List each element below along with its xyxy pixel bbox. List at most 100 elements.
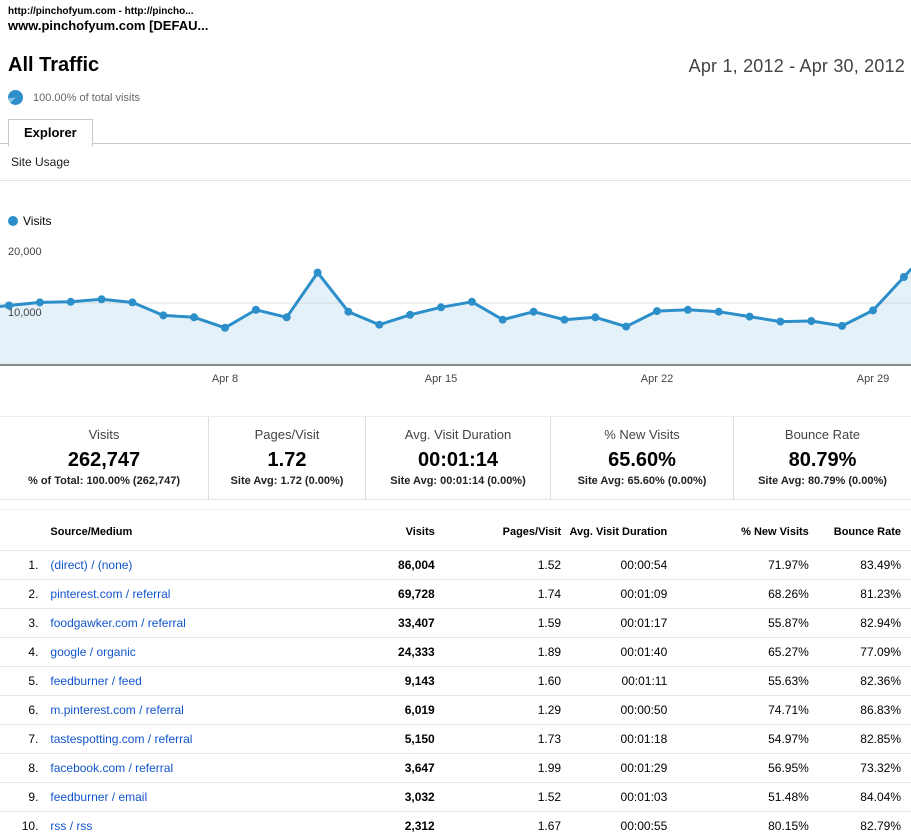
row-new-visits: 65.27% <box>667 638 809 667</box>
row-duration: 00:01:03 <box>561 783 667 812</box>
metric-value: 262,747 <box>4 449 204 472</box>
header-visits[interactable]: Visits <box>332 510 435 551</box>
page-title: All Traffic <box>8 54 99 77</box>
row-source: feedburner / email <box>38 783 331 812</box>
row-pages-visit: 1.73 <box>435 725 561 754</box>
tab-explorer[interactable]: Explorer <box>8 119 93 147</box>
metric-label: Avg. Visit Duration <box>370 427 546 442</box>
row-rank: 1. <box>0 551 38 580</box>
row-source: (direct) / (none) <box>38 551 331 580</box>
row-new-visits: 71.97% <box>667 551 809 580</box>
row-duration: 00:01:40 <box>561 638 667 667</box>
metric-value: 65.60% <box>555 449 729 472</box>
metric-subtext: Site Avg: 80.79% (0.00%) <box>738 475 907 487</box>
row-bounce-rate: 83.49% <box>809 551 911 580</box>
metric-label: Pages/Visit <box>213 427 361 442</box>
date-range-selector[interactable]: Apr 1, 2012 - Apr 30, 2012 <box>689 56 905 77</box>
metric-subtext: % of Total: 100.00% (262,747) <box>4 475 204 487</box>
svg-text:Apr 15: Apr 15 <box>425 373 457 385</box>
source-medium-link[interactable]: feedburner / feed <box>50 674 141 688</box>
source-medium-link[interactable]: feedburner / email <box>50 790 147 804</box>
row-visits: 3,647 <box>332 754 435 783</box>
chart-legend: Visits <box>0 214 911 228</box>
row-bounce-rate: 82.36% <box>809 667 911 696</box>
row-pages-visit: 1.60 <box>435 667 561 696</box>
row-duration: 00:00:54 <box>561 551 667 580</box>
metric-label: Bounce Rate <box>738 427 907 442</box>
source-medium-link[interactable]: m.pinterest.com / referral <box>50 703 183 717</box>
row-new-visits: 56.95% <box>667 754 809 783</box>
svg-text:Apr 8: Apr 8 <box>212 373 238 385</box>
row-source: pinterest.com / referral <box>38 580 331 609</box>
row-bounce-rate: 77.09% <box>809 638 911 667</box>
row-new-visits: 51.48% <box>667 783 809 812</box>
account-name-line: www.pinchofyum.com [DEFAU... <box>8 18 911 34</box>
metric-subtext: Site Avg: 00:01:14 (0.00%) <box>370 475 546 487</box>
row-visits: 24,333 <box>332 638 435 667</box>
visits-share-text: 100.00% of total visits <box>33 92 140 104</box>
row-duration: 00:01:17 <box>561 609 667 638</box>
row-duration: 00:01:11 <box>561 667 667 696</box>
row-rank: 9. <box>0 783 38 812</box>
source-medium-link[interactable]: foodgawker.com / referral <box>50 616 185 630</box>
pie-chart-icon <box>8 90 23 105</box>
subtab-bar: Site Usage <box>0 144 911 181</box>
subtab-site-usage[interactable]: Site Usage <box>11 155 70 169</box>
row-source: m.pinterest.com / referral <box>38 696 331 725</box>
metric-label: Visits <box>4 427 204 442</box>
svg-text:10,000: 10,000 <box>8 307 42 319</box>
row-new-visits: 74.71% <box>667 696 809 725</box>
source-medium-link[interactable]: google / organic <box>50 645 135 659</box>
source-medium-link[interactable]: pinterest.com / referral <box>50 587 170 601</box>
row-pages-visit: 1.52 <box>435 783 561 812</box>
metric-subtext: Site Avg: 65.60% (0.00%) <box>555 475 729 487</box>
header-source-medium[interactable]: Source/Medium <box>38 510 331 551</box>
metric-avg-visit-duration: Avg. Visit Duration 00:01:14 Site Avg: 00:… <box>365 417 550 499</box>
row-rank: 4. <box>0 638 38 667</box>
row-pages-visit: 1.67 <box>435 812 561 840</box>
header-rank <box>0 510 38 551</box>
metric-visits: Visits 262,747 % of Total: 100.00% (262,74… <box>0 417 208 499</box>
metric-value: 00:01:14 <box>370 449 546 472</box>
row-pages-visit: 1.74 <box>435 580 561 609</box>
row-duration: 00:01:09 <box>561 580 667 609</box>
svg-text:20,000: 20,000 <box>8 246 42 258</box>
row-source: rss / rss <box>38 812 331 840</box>
row-visits: 9,143 <box>332 667 435 696</box>
legend-label: Visits <box>23 214 51 228</box>
source-medium-link[interactable]: facebook.com / referral <box>50 761 173 775</box>
legend-dot-icon <box>8 216 18 226</box>
row-rank: 6. <box>0 696 38 725</box>
metric-label: % New Visits <box>555 427 729 442</box>
row-new-visits: 68.26% <box>667 580 809 609</box>
explorer-tab-bar: Explorer <box>0 118 911 144</box>
source-medium-link[interactable]: tastespotting.com / referral <box>50 732 192 746</box>
row-bounce-rate: 84.04% <box>809 783 911 812</box>
header-avg-visit-duration[interactable]: Avg. Visit Duration <box>561 510 667 551</box>
row-new-visits: 55.87% <box>667 609 809 638</box>
header-pages-visit[interactable]: Pages/Visit <box>435 510 561 551</box>
source-medium-link[interactable]: rss / rss <box>50 819 92 833</box>
row-bounce-rate: 82.79% <box>809 812 911 840</box>
row-pages-visit: 1.29 <box>435 696 561 725</box>
row-rank: 8. <box>0 754 38 783</box>
profile-url-line: http://pinchofyum.com - http://pincho... <box>8 5 911 18</box>
svg-text:Apr 22: Apr 22 <box>641 373 673 385</box>
metric-value: 80.79% <box>738 449 907 472</box>
header-bounce-rate[interactable]: Bounce Rate <box>809 510 911 551</box>
row-pages-visit: 1.89 <box>435 638 561 667</box>
row-visits: 69,728 <box>332 580 435 609</box>
profile-header: http://pinchofyum.com - http://pincho...… <box>0 0 911 34</box>
row-new-visits: 80.15% <box>667 812 809 840</box>
header-new-visits[interactable]: % New Visits <box>667 510 809 551</box>
row-pages-visit: 1.59 <box>435 609 561 638</box>
row-source: tastespotting.com / referral <box>38 725 331 754</box>
source-medium-link[interactable]: (direct) / (none) <box>50 558 132 572</box>
